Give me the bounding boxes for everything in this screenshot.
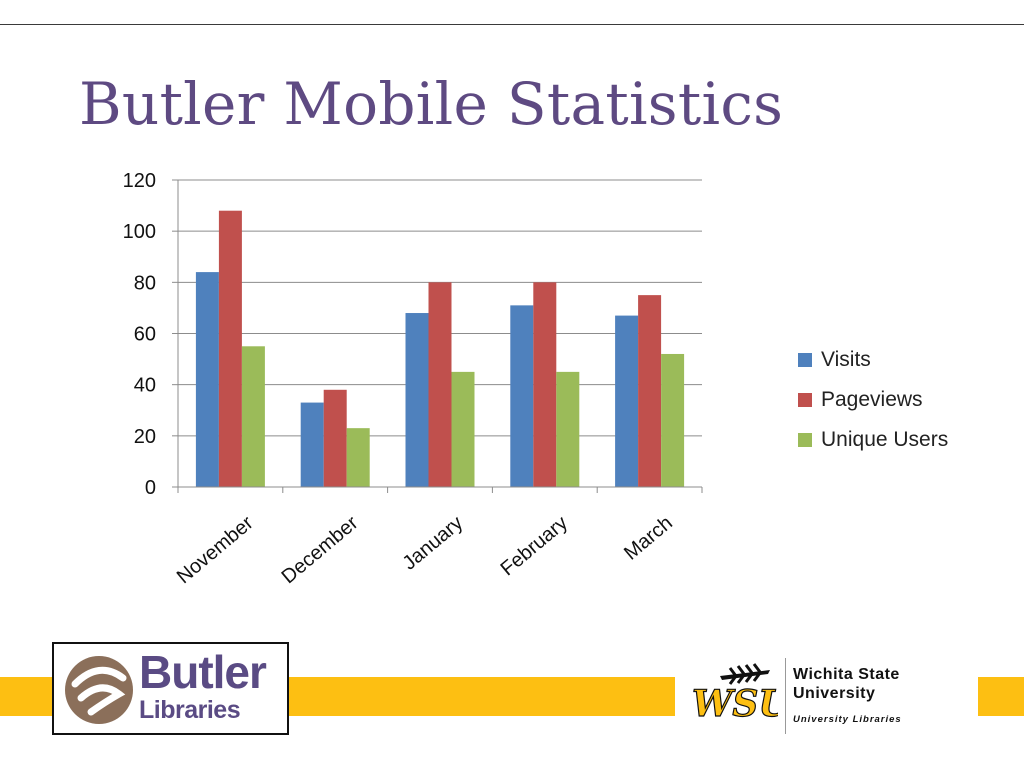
chart-legend: Visits Pageviews Unique Users xyxy=(798,340,948,460)
wsu-name-line1: Wichita State xyxy=(793,666,900,683)
bar-unique-users-march xyxy=(661,353,685,487)
legend-label: Visits xyxy=(821,348,871,371)
x-tick-label: January xyxy=(399,512,468,575)
bar-visits-march xyxy=(615,315,639,487)
slide-title: Butler Mobile Statistics xyxy=(79,70,784,138)
bar-pageviews-december xyxy=(323,389,347,487)
legend-swatch xyxy=(798,393,812,407)
wsu-libraries-logo: WSU Wichita State University University … xyxy=(675,650,978,740)
x-tick-labels: November December January February March xyxy=(173,512,677,588)
y-tick-label: 20 xyxy=(134,426,156,448)
y-tick-label: 40 xyxy=(134,375,156,397)
x-tick-label: February xyxy=(497,512,572,580)
legend-label: Pageviews xyxy=(821,388,923,411)
legend-item: Pageviews xyxy=(798,380,948,420)
butler-logo-subword: Libraries xyxy=(139,696,241,724)
wsu-wheat-icon: WSU xyxy=(691,663,778,726)
y-tick-label: 120 xyxy=(123,170,156,192)
y-tick-labels: 0 20 40 60 80 100 120 xyxy=(123,170,156,499)
bar-pageviews-march xyxy=(638,295,662,487)
gold-band-right xyxy=(978,677,1024,716)
x-tick-label: March xyxy=(620,512,677,565)
bars xyxy=(195,210,685,487)
legend-swatch xyxy=(798,433,812,447)
wsu-divider xyxy=(785,658,786,734)
bar-chart: 0 20 40 60 80 100 120 November December January F… xyxy=(123,170,703,588)
bar-unique-users-december xyxy=(346,428,370,487)
bar-unique-users-january xyxy=(451,371,475,487)
butler-libraries-logo: Butler Libraries xyxy=(52,642,289,735)
wsu-name-line3: University Libraries xyxy=(793,714,902,725)
wsu-name-line2: University xyxy=(793,685,876,702)
x-tick-label: December xyxy=(278,512,363,588)
bar-unique-users-february xyxy=(556,371,580,487)
bar-visits-january xyxy=(405,313,429,487)
legend-label: Unique Users xyxy=(821,428,949,451)
y-tick-label: 100 xyxy=(123,221,156,243)
legend-swatch xyxy=(798,353,812,367)
x-tick-label: November xyxy=(173,512,258,588)
bar-pageviews-january xyxy=(428,282,452,487)
legend-item: Unique Users xyxy=(798,420,948,460)
legend-item: Visits xyxy=(798,340,948,380)
top-rule xyxy=(0,24,1024,25)
bar-pageviews-february xyxy=(533,282,557,487)
bar-visits-december xyxy=(300,402,324,487)
bar-visits-february xyxy=(510,305,534,487)
bar-pageviews-november xyxy=(218,210,242,487)
y-tick-label: 0 xyxy=(145,477,156,499)
bar-unique-users-november xyxy=(241,346,265,487)
wsu-mark-text: WSU xyxy=(692,683,778,725)
y-tick-label: 60 xyxy=(134,324,156,346)
y-tick-label: 80 xyxy=(134,272,156,294)
butler-logo-word: Butler xyxy=(139,646,267,698)
axes xyxy=(172,179,703,493)
butler-swirl-icon xyxy=(65,656,133,724)
bar-visits-november xyxy=(195,272,219,487)
